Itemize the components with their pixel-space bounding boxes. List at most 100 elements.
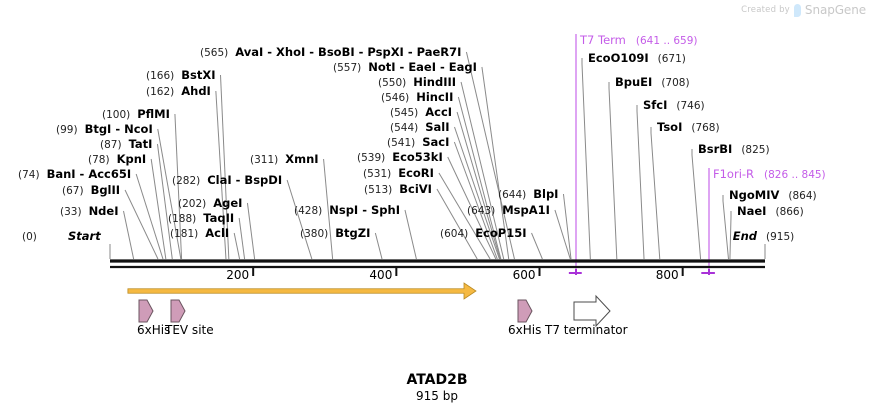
enzyme-leader-line: [215, 90, 227, 260]
enzyme-name: EcoRI: [398, 166, 434, 180]
enzyme-label[interactable]: (380) BtgZI: [300, 226, 370, 240]
enzyme-leader-line: [562, 193, 572, 260]
enzyme-label[interactable]: EcoO109I (671): [588, 51, 686, 65]
enzyme-label[interactable]: (78) KpnI: [88, 152, 146, 166]
feature-glyph-label: TEV site: [164, 323, 214, 337]
enzyme-leader-line: [454, 126, 500, 260]
feature-glyph[interactable]: T7 terminator: [544, 294, 628, 337]
enzyme-name: TsoI: [657, 120, 682, 134]
enzyme-label[interactable]: (541) SacI: [387, 135, 449, 149]
enzyme-label[interactable]: (545) AccI: [390, 105, 452, 119]
enzyme-position: (100): [102, 109, 130, 121]
enzyme-label[interactable]: BpuEI (708): [615, 75, 690, 89]
enzyme-leader-line: [123, 210, 135, 260]
orf-arrow-shape[interactable]: [127, 282, 477, 300]
feature-glyph[interactable]: 6xHis: [508, 299, 541, 337]
end-label: End: [733, 229, 758, 243]
enzyme-position: (545): [390, 107, 418, 119]
enzyme-leader-line: [323, 158, 334, 260]
enzyme-label[interactable]: (67) BglII: [62, 183, 120, 197]
feature-underlines: [568, 269, 715, 275]
enzyme-leader-line: [457, 96, 502, 260]
feature-glyph[interactable]: TEV site: [164, 299, 214, 337]
enzyme-position: (546): [381, 92, 409, 104]
enzyme-label[interactable]: TsoI (768): [657, 120, 720, 134]
enzyme-position: (541): [387, 137, 415, 149]
feature-glyph[interactable]: 6xHis: [137, 299, 170, 337]
enzyme-label[interactable]: (544) SalI: [390, 120, 450, 134]
enzyme-label[interactable]: (99) BtgI - NcoI: [56, 122, 153, 136]
enzyme-label[interactable]: (282) ClaI - BspDI: [172, 173, 282, 187]
enzyme-label[interactable]: (513) BciVI: [364, 182, 432, 196]
sequence-title: ATAD2B: [406, 372, 467, 388]
enzyme-label[interactable]: SfcI (746): [643, 98, 705, 112]
start-position-label: (0): [22, 231, 37, 243]
enzyme-position: (78): [88, 154, 110, 166]
enzyme-name: XmnI: [285, 152, 318, 166]
enzyme-leader-line: [438, 172, 491, 260]
enzyme-label[interactable]: (557) NotI - EaeI - EagI: [333, 60, 477, 74]
feature-arrow-shape[interactable]: [138, 299, 154, 323]
enzyme-leader-line: [150, 158, 167, 260]
enzyme-label[interactable]: (33) NdeI: [60, 204, 119, 218]
enzyme-leader-line: [157, 128, 182, 260]
enzyme-position: (380): [300, 228, 328, 240]
enzyme-label[interactable]: (87) TatI: [100, 137, 152, 151]
enzyme-position: (181): [170, 228, 198, 240]
feature-arrow-shape[interactable]: [170, 299, 186, 323]
enzyme-position: (162): [146, 86, 174, 98]
feature-label[interactable]: T7 Term (641 .. 659): [579, 33, 698, 47]
feature-arrow-shape[interactable]: [573, 294, 611, 328]
enzyme-labels-right: EcoO109I (671) BpuEI (708) SfcI (746) TsoI (768…: [588, 51, 817, 218]
enzyme-leader-line: [722, 195, 729, 260]
enzyme-label[interactable]: (74) BanI - Acc65I: [18, 167, 131, 181]
feature-glyph-label: 6xHis: [137, 323, 170, 337]
enzyme-name: ClaI - BspDI: [207, 173, 282, 187]
enzyme-label[interactable]: (188) TaqII: [168, 211, 234, 225]
enzyme-label[interactable]: (546) HincII: [381, 90, 453, 104]
enzyme-label[interactable]: (311) XmnI: [250, 152, 319, 166]
enzyme-label[interactable]: (531) EcoRI: [363, 166, 434, 180]
enzyme-name: EcoO109I: [588, 51, 649, 65]
enzyme-leader-line: [246, 202, 256, 260]
enzyme-leader-line: [124, 189, 159, 260]
enzyme-position: (671): [658, 53, 686, 65]
enzyme-label[interactable]: (644) BlpI: [498, 187, 558, 201]
enzyme-name: BsrBI: [698, 142, 732, 156]
feature-labels: T7 Term (641 .. 659) F1ori-R (826 .. 845): [579, 33, 826, 181]
enzyme-name: NdeI: [89, 204, 119, 218]
enzyme-label[interactable]: (565) AvaI - XhoI - BsoBI - PspXI - PaeR7…: [200, 45, 461, 59]
enzyme-position: (428): [294, 205, 322, 217]
enzyme-leader-line: [156, 143, 173, 260]
enzyme-name: BtgI - NcoI: [85, 122, 153, 136]
enzyme-label[interactable]: (604) EcoP15I: [440, 226, 527, 240]
enzyme-label[interactable]: (428) NspI - SphI: [294, 203, 400, 217]
enzyme-label[interactable]: (181) AclI: [170, 226, 229, 240]
enzyme-label[interactable]: (100) PflMI: [102, 107, 170, 121]
enzyme-position: (531): [363, 168, 391, 180]
enzyme-leader-line: [436, 188, 478, 260]
feature-label[interactable]: F1ori-R (826 .. 845): [713, 167, 826, 181]
enzyme-label[interactable]: NgoMIV (864): [729, 188, 817, 202]
feature-arrow-shape[interactable]: [517, 299, 533, 323]
enzyme-label[interactable]: (202) AgeI: [178, 196, 242, 210]
enzyme-name: BanI - Acc65I: [47, 167, 132, 181]
enzyme-leader-line: [233, 232, 241, 260]
enzyme-label[interactable]: BsrBI (825): [698, 142, 770, 156]
enzyme-position: (768): [691, 122, 719, 134]
enzyme-label[interactable]: (643) MspA1I: [467, 203, 550, 217]
ruler-tick-label: 600: [513, 268, 536, 282]
enzyme-label[interactable]: (162) AhdI: [146, 84, 211, 98]
enzyme-label[interactable]: (539) Eco53kI: [357, 150, 443, 164]
snapgene-credit: Created by SnapGene: [741, 3, 866, 17]
enzyme-label[interactable]: (166) BstXI: [146, 68, 216, 82]
feature-name: T7 Term: [579, 33, 626, 47]
enzyme-leader-line: [238, 217, 246, 260]
enzyme-label[interactable]: NaeI (866): [737, 204, 804, 218]
enzyme-leader-lines-right: [581, 58, 732, 260]
enzyme-label[interactable]: (550) HindIII: [378, 75, 456, 89]
enzyme-leader-line: [608, 82, 618, 260]
start-label: Start: [68, 229, 101, 243]
orf-arrow[interactable]: [127, 282, 477, 300]
feature-name: F1ori-R: [713, 167, 754, 181]
